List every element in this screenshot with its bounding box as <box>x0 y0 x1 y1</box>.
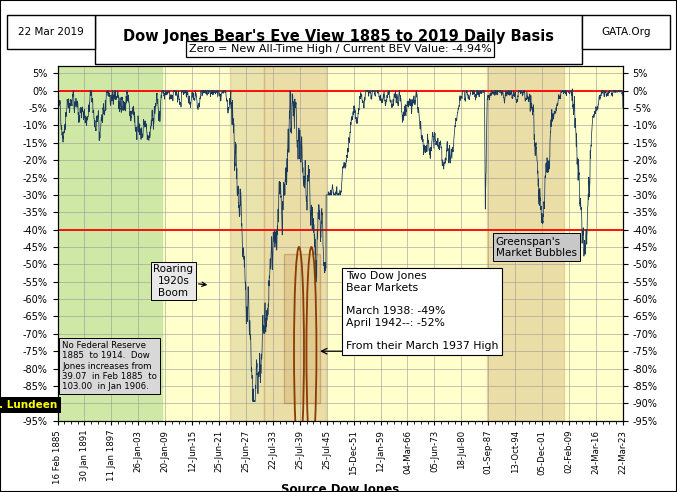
Text: Roaring
1920s
Boom: Roaring 1920s Boom <box>154 264 206 298</box>
Text: Dow Jones Bear's Eye View 1885 to 2019 Daily Basis: Dow Jones Bear's Eye View 1885 to 2019 D… <box>123 30 554 44</box>
Text: Source Dow Jones: Source Dow Jones <box>281 483 399 492</box>
Text: Two Dow Jones
Bear Markets

March 1938: -49%
April 1942--: -52%

From their Marc: Two Dow Jones Bear Markets March 1938: -… <box>346 271 498 351</box>
Text: Graphic by Mark J. Lundeen: Graphic by Mark J. Lundeen <box>0 400 58 410</box>
FancyBboxPatch shape <box>7 15 95 49</box>
Bar <box>264 66 326 421</box>
Text: Greenspan's
Market Bubbles: Greenspan's Market Bubbles <box>496 237 577 258</box>
Text: GATA.Org: GATA.Org <box>601 27 651 37</box>
Text: Zero = New All-Time High / Current BEV Value: -4.94%: Zero = New All-Time High / Current BEV V… <box>189 44 492 54</box>
Text: No Federal Reserve
1885  to 1914.  Dow
Jones increases from
39.07  in Feb 1885  : No Federal Reserve 1885 to 1914. Dow Jon… <box>62 341 157 391</box>
Bar <box>487 66 564 421</box>
FancyBboxPatch shape <box>95 15 582 64</box>
Text: 22 Mar 2019: 22 Mar 2019 <box>18 27 84 37</box>
Bar <box>58 66 162 421</box>
Bar <box>284 254 320 403</box>
Bar <box>230 66 264 421</box>
FancyBboxPatch shape <box>582 15 670 49</box>
